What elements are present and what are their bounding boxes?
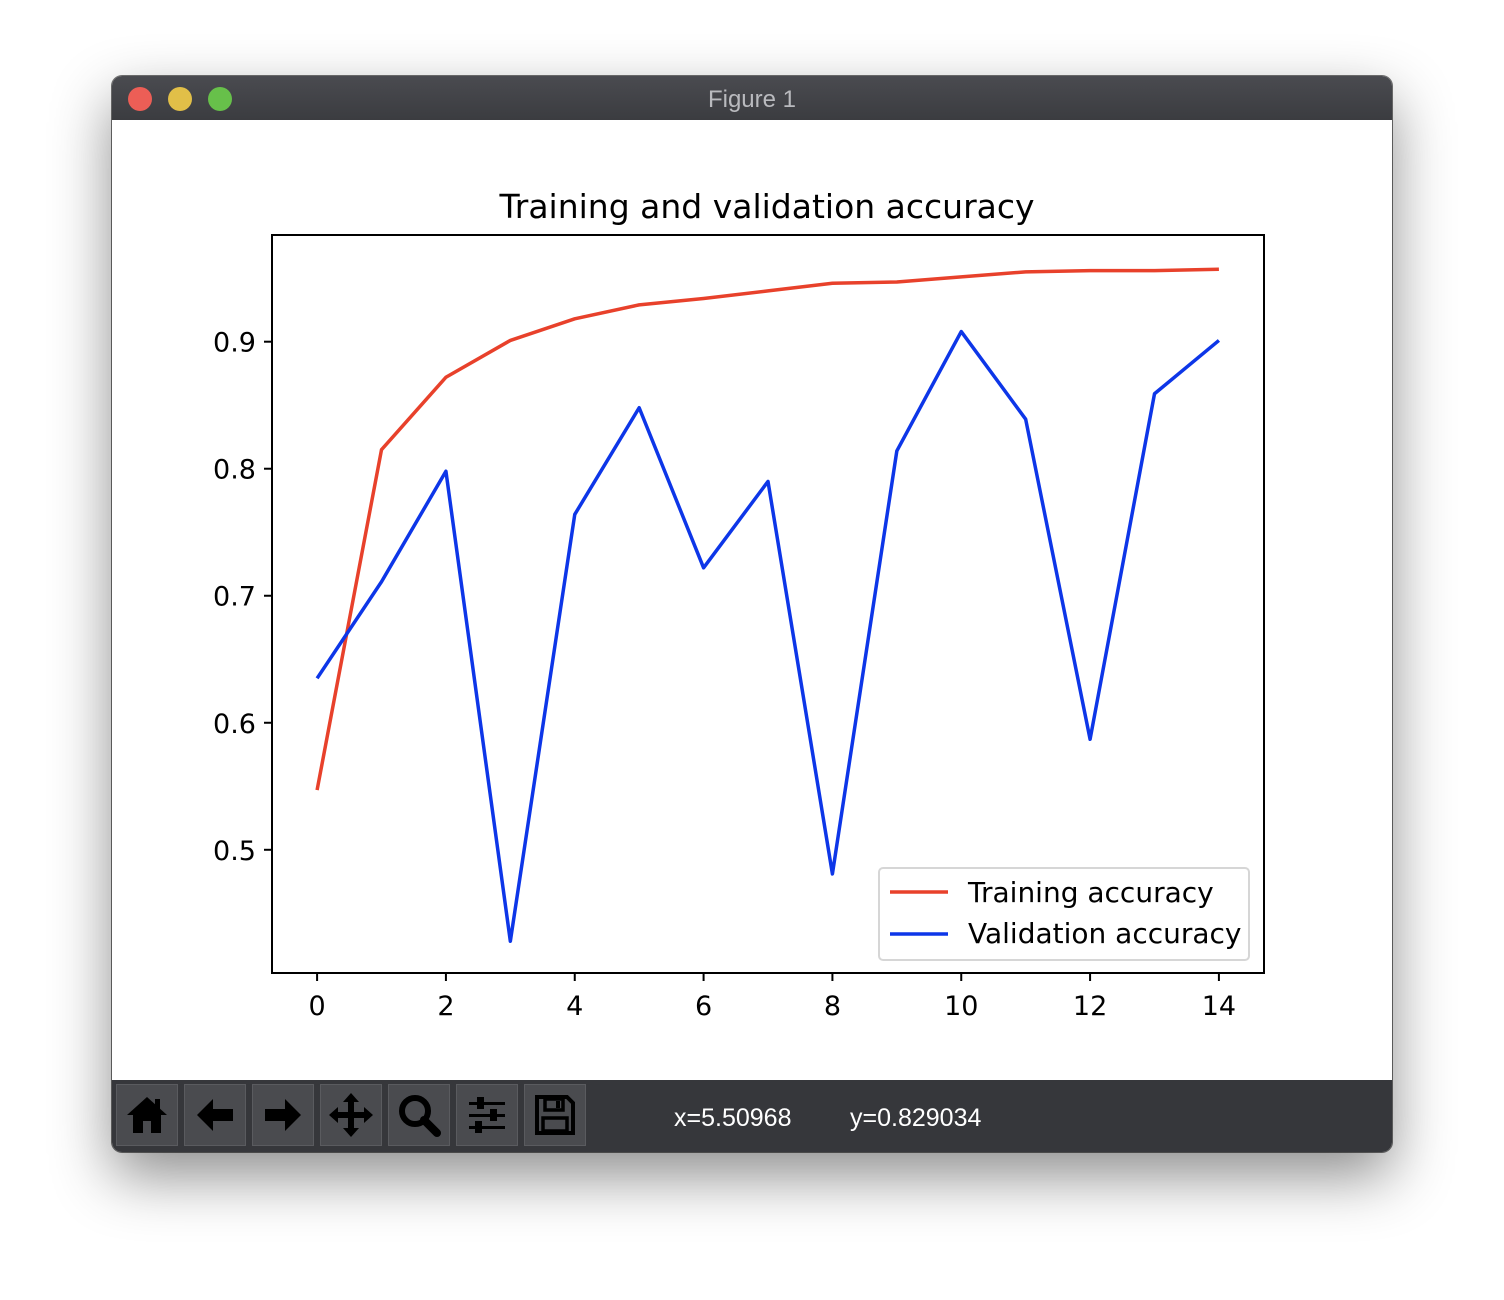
x-tick-label: 4 [566,991,583,1022]
y-coordinate-readout: y=0.829034 [850,1104,982,1132]
home-icon [127,1097,167,1133]
y-tick-label: 0.7 [213,582,256,613]
figure-window: Figure 1 Training and validation accurac… [112,76,1392,1152]
sliders-icon [469,1097,505,1133]
x-tick-label: 6 [695,991,712,1022]
home-button[interactable] [116,1084,178,1146]
x-tick-label: 14 [1202,991,1236,1022]
minimize-button[interactable] [168,87,192,111]
window-title: Figure 1 [707,86,797,113]
x-tick-label: 10 [944,991,978,1022]
configure-subplots-button[interactable] [456,1084,518,1146]
arrow-left-icon [197,1099,233,1131]
figure-canvas[interactable]: Training and validation accuracy 0 2 4 6 8 10… [112,120,1392,1080]
magnifier-icon [399,1095,441,1137]
legend-label-training: Training accuracy [967,876,1214,909]
navigation-toolbar: x=5.50968 y=0.829034 [112,1080,1392,1152]
close-button[interactable] [128,87,152,111]
back-button[interactable] [184,1084,246,1146]
legend: Training accuracy Validation accuracy [878,867,1250,961]
y-tick-label: 0.5 [213,836,256,867]
x-tick-label: 2 [437,991,454,1022]
y-tick-label: 0.9 [213,328,256,359]
title-bar[interactable]: Figure 1 [112,76,1392,121]
legend-frame [878,867,1250,961]
series-lines [315,267,1221,943]
y-axis: 0.5 0.6 0.7 0.8 0.9 [213,328,272,867]
floppy-disk-icon [535,1095,575,1135]
forward-button[interactable] [252,1084,314,1146]
line-chart: Training and validation accuracy 0 2 4 6 8 10… [213,187,1265,1022]
zoom-window-button[interactable] [208,87,232,111]
pan-button[interactable] [320,1084,382,1146]
chart-title: Training and validation accuracy [498,187,1034,226]
y-tick-label: 0.6 [213,709,256,740]
x-tick-label: 0 [308,991,325,1022]
x-axis: 0 2 4 6 8 10 12 14 [308,973,1236,1022]
x-tick-label: 12 [1073,991,1107,1022]
zoom-button[interactable] [388,1084,450,1146]
x-tick-label: 8 [824,991,841,1022]
arrow-right-icon [265,1099,301,1131]
save-button[interactable] [524,1084,586,1146]
x-coordinate-readout: x=5.50968 [674,1104,792,1132]
y-tick-label: 0.8 [213,455,256,486]
plot-area [271,234,1265,974]
move-icon [329,1093,373,1137]
legend-label-validation: Validation accuracy [968,917,1242,950]
